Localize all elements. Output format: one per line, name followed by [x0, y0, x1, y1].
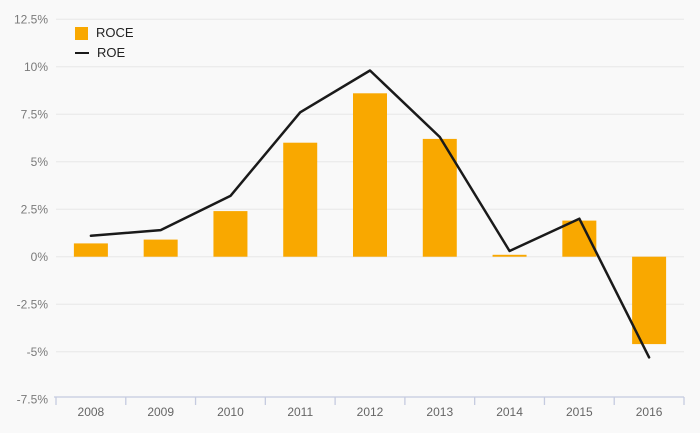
- bar-2013[interactable]: [422, 138, 457, 257]
- y-axis-tick-label: -2.5%: [17, 298, 49, 312]
- y-axis-tick-label: -5%: [27, 345, 49, 359]
- y-axis-tick-label: 12.5%: [14, 13, 48, 27]
- y-axis-tick-label: -7.5%: [17, 393, 49, 407]
- bar-2016[interactable]: [632, 256, 667, 345]
- x-axis-label-2012: 2012: [357, 405, 384, 419]
- x-axis-label-2010: 2010: [217, 405, 244, 419]
- legend-item-roce[interactable]: ROCE: [75, 26, 134, 40]
- bar-2011[interactable]: [283, 142, 318, 257]
- roce-bar-swatch-icon: [75, 26, 88, 40]
- y-axis-tick-label: 5%: [31, 155, 49, 169]
- bar-2014[interactable]: [492, 254, 527, 257]
- bar-2010[interactable]: [213, 211, 248, 257]
- legend-label-roce: ROCE: [96, 25, 134, 40]
- roe-line-series: [89, 69, 651, 359]
- roe-line-swatch-icon: [75, 51, 89, 55]
- legend-item-roe[interactable]: ROE: [75, 46, 134, 60]
- bar-2012[interactable]: [353, 93, 387, 257]
- y-axis-tick-label: 10%: [24, 60, 48, 74]
- x-axis-label-2009: 2009: [147, 405, 174, 419]
- x-axis-label-2008: 2008: [78, 405, 105, 419]
- x-axis-label-2015: 2015: [566, 405, 593, 419]
- bar-2009[interactable]: [143, 239, 178, 257]
- legend: ROCE ROE: [75, 26, 134, 60]
- y-axis-tick-label: 2.5%: [21, 203, 49, 217]
- legend-label-roe: ROE: [97, 45, 126, 60]
- bar-2015[interactable]: [562, 220, 597, 257]
- x-axis-label-2016: 2016: [636, 405, 663, 419]
- y-axis-tick-label: 7.5%: [21, 108, 49, 122]
- x-axis-label-2011: 2011: [287, 405, 313, 419]
- x-axis-label-2014: 2014: [496, 405, 523, 419]
- bar-2008[interactable]: [73, 243, 108, 257]
- x-axis-label-2013: 2013: [426, 405, 453, 419]
- y-axis-tick-label: 0%: [31, 250, 49, 264]
